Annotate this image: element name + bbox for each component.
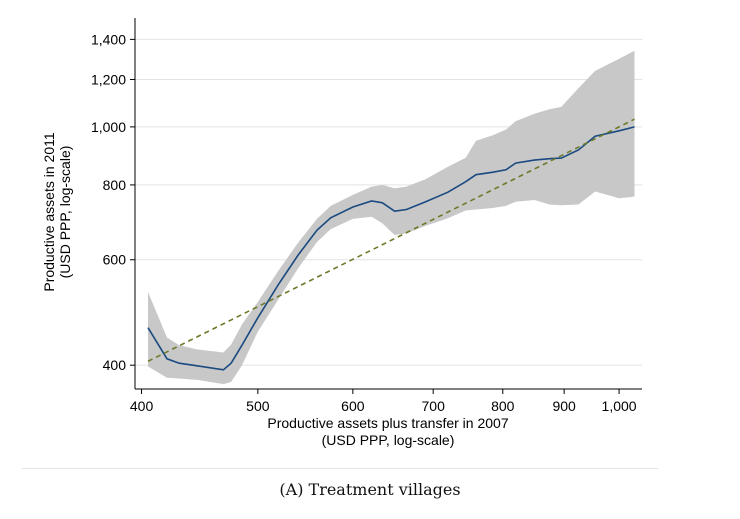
y-tick-label: 400 xyxy=(103,357,127,373)
x-tick-label: 400 xyxy=(130,398,154,414)
x-axis-title-line1: Productive assets plus transfer in 2007 xyxy=(267,415,508,431)
confidence-band xyxy=(148,50,635,385)
x-tick-label: 800 xyxy=(491,398,515,414)
x-tick-label: 600 xyxy=(341,398,365,414)
y-tick-label: 1,000 xyxy=(91,119,126,135)
y-tick-label: 800 xyxy=(103,177,127,193)
grid-lines xyxy=(135,38,642,366)
y-axis-title-line2: (USD PPP, log-scale) xyxy=(57,146,73,279)
x-tick-label: 500 xyxy=(246,398,270,414)
x-tick-label: 1,000 xyxy=(602,398,637,414)
fit-line xyxy=(147,126,635,371)
figure-caption: (A) Treatment villages xyxy=(279,480,461,499)
y-tick-label: 1,400 xyxy=(91,31,126,47)
x-tick-label: 700 xyxy=(422,398,446,414)
y-tick-label: 1,200 xyxy=(91,71,126,87)
y-axis-title-line1: Productive assets in 2011 xyxy=(41,132,57,291)
x-axis-title-line2: (USD PPP, log-scale) xyxy=(322,432,455,448)
y-axis-ticks: 400 600 800 1,000 1,200 1,400 xyxy=(91,31,135,373)
chart: 400 500 600 700 800 900 1,000 400 600 800 1,000 1,… xyxy=(41,18,642,448)
x-tick-label: 900 xyxy=(552,398,576,414)
x-axis-ticks: 400 500 600 700 800 900 1,000 xyxy=(130,389,637,414)
reference-line-45deg xyxy=(147,118,635,363)
y-tick-label: 600 xyxy=(103,252,127,268)
caption-divider xyxy=(22,468,658,469)
